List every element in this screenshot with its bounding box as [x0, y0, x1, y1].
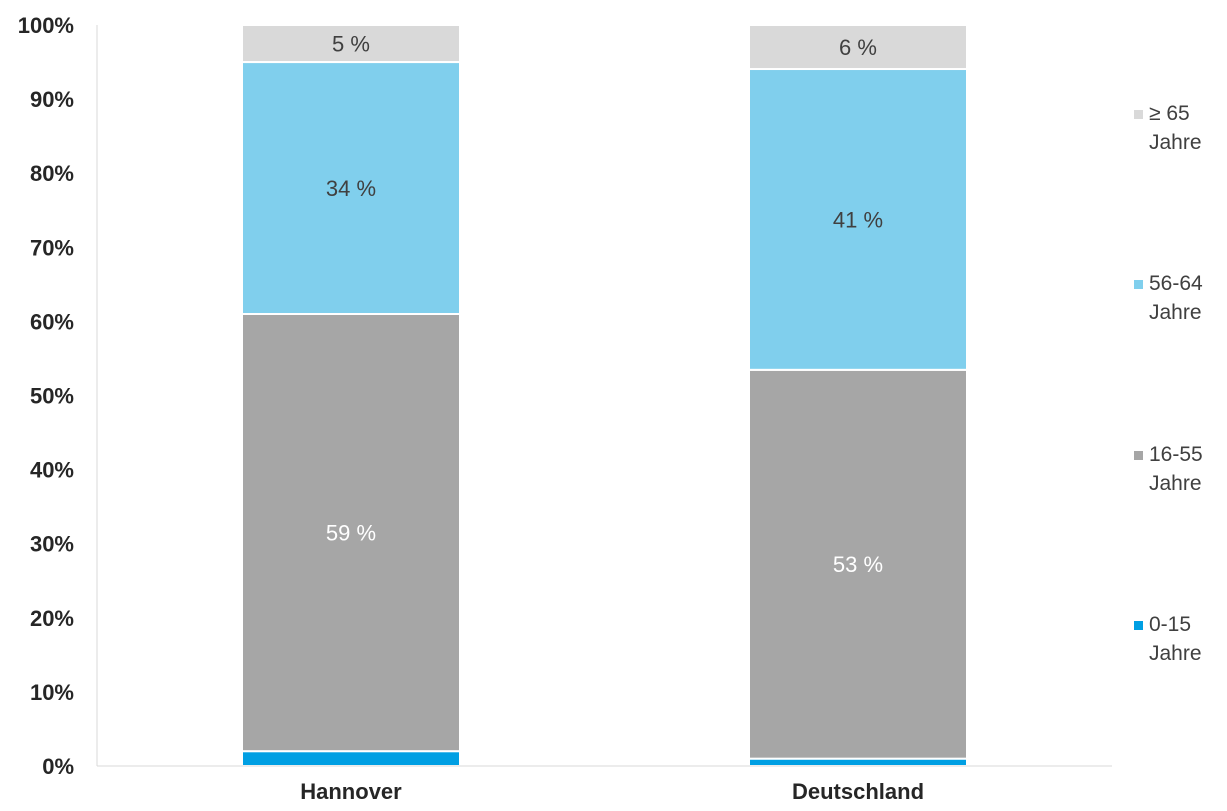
axes — [96, 25, 1112, 767]
y-tick-label: 20% — [30, 606, 74, 631]
data-label: 5 % — [332, 32, 370, 57]
bar-segment — [241, 750, 461, 767]
y-tick-label: 60% — [30, 309, 74, 334]
bar-segment — [241, 312, 461, 753]
y-tick-label: 50% — [30, 384, 74, 409]
bar-segment — [241, 24, 461, 64]
legend-label: 56-64 — [1149, 272, 1203, 295]
legend-label: Jahre — [1149, 642, 1202, 665]
y-tick-label: 40% — [30, 458, 74, 483]
legend-swatch — [1134, 280, 1143, 289]
data-label: 53 % — [833, 552, 883, 577]
data-label: 6 % — [839, 35, 877, 60]
legend: ≥ 65 Jahre 56-64 Jahre 16-55 Jahre 0-15 Jahre — [1134, 102, 1203, 665]
y-tick-label: 100% — [18, 13, 74, 38]
legend-label: 16-55 — [1149, 443, 1203, 466]
y-tick-label: 0% — [42, 754, 74, 779]
y-axis-ticks: 0% 10% 20% 30% 40% 50% 60% 70% 80% 90% 100% — [18, 13, 74, 779]
legend-label: 0-15 — [1149, 613, 1191, 636]
legend-label: ≥ 65 — [1149, 102, 1190, 125]
data-label: 41 % — [833, 207, 883, 232]
y-tick-label: 80% — [30, 161, 74, 186]
x-tick-label: Deutschland — [792, 779, 924, 804]
y-tick-label: 70% — [30, 235, 74, 260]
y-tick-label: 90% — [30, 87, 74, 112]
x-axis-labels: Hannover Deutschland — [300, 779, 924, 804]
bar-segment — [748, 24, 968, 71]
legend-label: Jahre — [1149, 301, 1202, 324]
legend-label: Jahre — [1149, 131, 1202, 154]
y-tick-label: 10% — [30, 680, 74, 705]
data-label: 34 % — [326, 176, 376, 201]
bar-stacks: 2 %59 %34 %5 %1 %53 %41 %6 % — [241, 24, 968, 768]
legend-swatch — [1134, 451, 1143, 460]
legend-swatch — [1134, 110, 1143, 119]
data-label: 59 % — [326, 521, 376, 546]
legend-swatch — [1134, 621, 1143, 630]
legend-label: Jahre — [1149, 472, 1202, 495]
y-tick-label: 30% — [30, 532, 74, 557]
x-tick-label: Hannover — [300, 779, 402, 804]
